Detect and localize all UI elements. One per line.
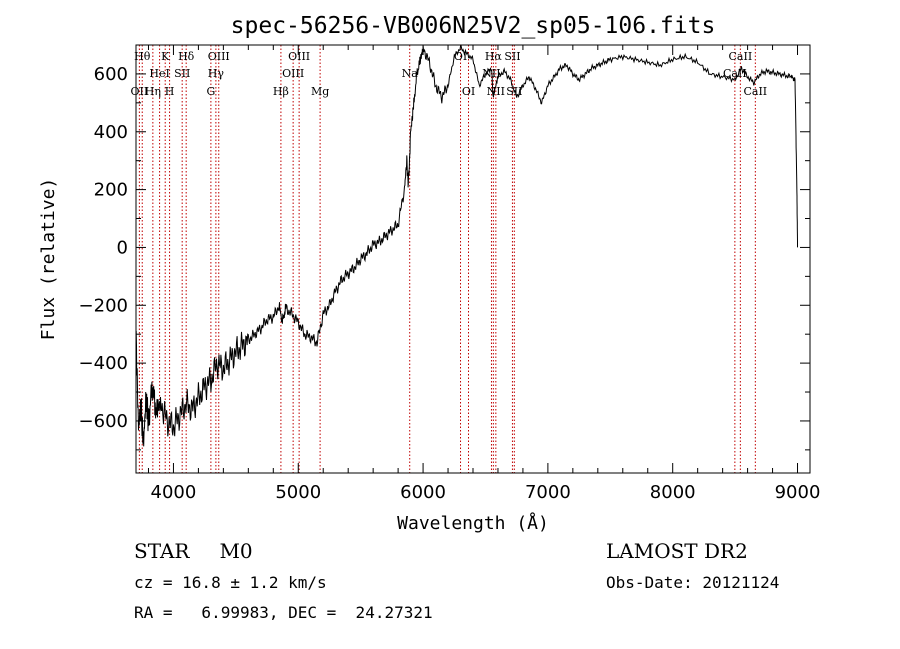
plot-frame (135, 44, 811, 474)
spectral-line-label-0: OII (131, 85, 149, 98)
spectral-line-label-24: CaII (729, 50, 753, 63)
spectral-line-label-1: Hθ (134, 50, 151, 63)
survey-name: LAMOST DR2 (606, 539, 748, 563)
spectral-line-label-8: G (206, 85, 215, 98)
y-axis-label: Flux (relative) (38, 178, 59, 341)
x-tick-label: 8000 (650, 482, 696, 503)
y-tick-label: −200 (79, 295, 128, 316)
spectral-line-label-2: Hη (145, 85, 161, 98)
y-tick-label: 0 (117, 237, 128, 258)
coordinates-readout: RA = 6.99983, DEC = 24.27321 (134, 603, 433, 622)
obs-date: Obs-Date: 20121124 (606, 573, 780, 592)
spectral-line-label-21: SII (504, 50, 520, 63)
spectral-line-label-17: OI (462, 85, 475, 98)
spectral-line-label-6: SII (174, 67, 190, 80)
x-tick-label: 6000 (400, 482, 446, 503)
spectral-line-label-19: Hα (485, 50, 503, 63)
y-tick-label: 400 (94, 122, 128, 143)
x-tick-label: 9000 (775, 482, 821, 503)
spectral-line-label-3: HeI (149, 67, 169, 80)
y-tick-label: 600 (94, 64, 128, 85)
spectral-line-label-25: CaII (743, 85, 767, 98)
subclass-label: M0 (219, 539, 253, 563)
spectral-line-label-16: OI (454, 50, 467, 63)
y-tick-label: −600 (79, 411, 128, 432)
x-tick-label: 5000 (275, 482, 321, 503)
spectral-line-label-18: NII (482, 67, 500, 80)
axis-ticks: 4000 5000 6000 7000 8000 9000 −600 −400 −200 0 200… (79, 44, 821, 503)
x-tick-label: 4000 (151, 482, 197, 503)
spectral-line-label-13: OIII (288, 50, 310, 63)
spectral-line-label-23: CaII (723, 67, 747, 80)
spectral-line-label-7: Hδ (178, 50, 195, 63)
spectral-line-label-14: Mg (311, 85, 329, 98)
y-tick-label: −400 (79, 353, 128, 374)
x-axis-label: Wavelength (Å) (397, 512, 549, 534)
spectral-line-label-15: Na (402, 67, 419, 80)
spectral-line-label-5: H (165, 85, 175, 98)
spectral-line-label-22: SII (506, 85, 522, 98)
class-label: STAR (134, 539, 190, 563)
velocity-readout: cz = 16.8 ± 1.2 km/s (134, 573, 327, 592)
spectral-line-markers (138, 45, 756, 473)
spectral-line-label-10: OIII (208, 50, 230, 63)
x-tick-label: 7000 (525, 482, 571, 503)
spectrum-line-0 (135, 45, 798, 447)
chart-title: spec-56256-VB006N25V2_sp05-106.fits (231, 13, 716, 39)
spectrum-series (135, 45, 798, 447)
object-class: STAR M0 (134, 539, 253, 563)
y-tick-label: 200 (94, 180, 128, 201)
spectral-line-label-12: OIII (282, 67, 304, 80)
spectral-line-label-9: Hγ (208, 67, 225, 80)
line-labels: OII Hθ Hη HeI K H SII Hδ G Hγ OIII Hβ OIII OIII Mg Na OI… (131, 50, 768, 98)
spectral-line-label-20: NII (487, 85, 505, 98)
spectral-line-label-4: K (161, 50, 170, 63)
spectral-line-label-11: Hβ (273, 85, 289, 98)
